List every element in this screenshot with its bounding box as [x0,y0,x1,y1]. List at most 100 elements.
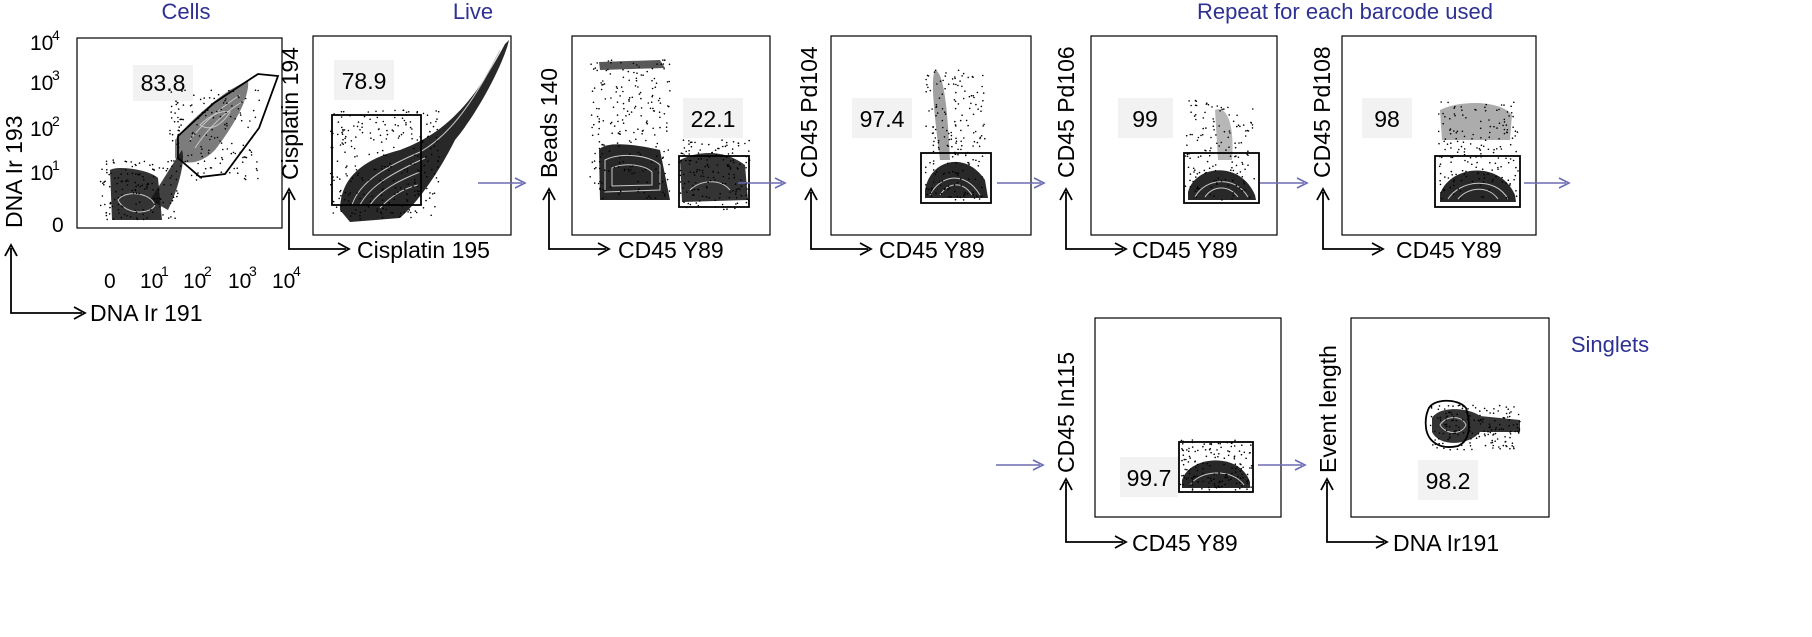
event-dot [1450,142,1452,144]
event-dot [1236,125,1238,128]
event-dot [602,80,604,82]
event-dot [1460,106,1462,108]
event-dot [1512,446,1515,448]
event-dot [1465,175,1468,178]
event-dot [170,91,173,93]
event-dot [389,162,391,165]
event-dot [636,72,638,74]
event-dot [954,76,956,78]
event-dot [1241,473,1243,476]
event-dot [1237,124,1240,126]
event-dot [689,203,692,206]
event-dot [1445,419,1447,421]
event-dot [734,207,736,210]
event-dot [1492,178,1494,181]
event-dot [1452,193,1455,195]
event-dot [642,170,644,172]
event-dot [1496,438,1499,440]
event-dot [1502,444,1505,447]
event-dot [1209,149,1211,152]
event-dot [111,205,114,208]
event-dot [1509,433,1512,435]
event-dot [137,184,139,186]
event-dot [943,136,946,138]
event-dot [367,206,370,208]
event-dot [629,166,632,168]
event-dot [375,168,377,171]
event-dot [170,193,173,195]
event-dot [426,114,429,116]
event-dot [1203,169,1206,172]
event-dot [701,143,703,145]
event-dot [1503,417,1506,419]
event-dot [1477,172,1479,175]
gate-cells [177,73,280,178]
event-dot [634,105,637,108]
event-dot [1429,424,1432,427]
event-dot [602,188,604,191]
event-dot [171,133,174,136]
event-dot [622,102,625,105]
event-dot [1253,177,1255,180]
event-dot [1184,155,1187,157]
event-dot [1197,449,1199,452]
event-dot [416,139,419,141]
event-dot [355,209,357,211]
event-dot [924,171,927,174]
event-dot [1241,444,1243,447]
event-dot [1475,166,1477,169]
event-dot [1232,194,1235,197]
event-dot [957,103,960,105]
event-dot [1188,447,1190,450]
event-dot [1191,478,1194,480]
event-dot [1438,432,1441,434]
event-dot [731,152,734,154]
event-dot [1453,184,1455,187]
event-dot [174,217,176,219]
event-dot [1445,423,1448,426]
event-dot [1194,190,1197,192]
event-dot [663,113,666,115]
event-dot [370,137,372,139]
event-dot [210,167,213,169]
event-dot [222,102,225,104]
event-dot [417,155,419,157]
event-dot [1223,457,1226,460]
event-dot [1445,429,1448,432]
event-dot [179,118,181,121]
event-dot [925,78,927,81]
event-dot [1450,156,1452,159]
event-dot [1235,164,1238,167]
event-dot [1508,412,1511,414]
event-dot [1508,115,1510,117]
event-dot [701,169,704,172]
event-dot [726,144,728,147]
event-dot [1479,414,1481,417]
event-dot [1185,478,1188,480]
event-dot [932,163,935,165]
event-dot [930,187,933,190]
event-dot [125,179,128,181]
event-dot [656,142,659,145]
event-dot [1209,477,1212,480]
event-dot [409,211,412,214]
event-dot [134,188,136,191]
event-dot [1210,479,1213,482]
event-dot [117,196,120,199]
event-dot [344,141,347,144]
event-dot [1240,453,1243,456]
event-dot [126,173,129,175]
event-dot [1444,176,1446,178]
event-dot [748,188,750,191]
event-dot [719,192,721,195]
event-dot [639,153,642,156]
event-dot [620,61,622,64]
event-dot [1509,436,1511,439]
event-dot [1191,439,1194,441]
event-dot [934,69,937,72]
header-cells: Cells [162,0,211,24]
event-dot [1219,110,1221,112]
event-dot [1488,119,1490,121]
event-dot [242,144,245,147]
event-dot [376,208,379,210]
